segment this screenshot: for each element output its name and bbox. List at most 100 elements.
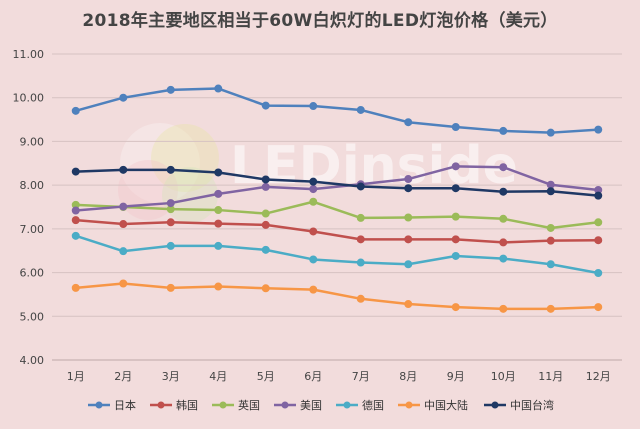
watermark: LEDinside	[118, 123, 518, 223]
legend-swatch-marker	[343, 401, 351, 409]
data-point	[546, 180, 555, 189]
data-point	[546, 187, 555, 196]
x-tick-label: 5月	[257, 370, 275, 383]
y-tick-label: 10.00	[13, 92, 45, 105]
legend-swatch-marker	[219, 401, 227, 409]
data-point	[71, 206, 80, 215]
data-point	[214, 219, 223, 228]
data-point	[261, 284, 270, 293]
data-point	[309, 185, 318, 194]
y-tick-label: 7.00	[20, 223, 45, 236]
data-point	[546, 128, 555, 137]
legend-label: 英国	[238, 398, 260, 412]
data-point	[404, 118, 413, 127]
legend-swatch-marker	[405, 401, 413, 409]
data-point	[499, 126, 508, 135]
data-point	[404, 213, 413, 222]
y-tick-label: 6.00	[20, 267, 45, 280]
data-point	[71, 216, 80, 225]
x-tick-label: 8月	[399, 370, 417, 383]
data-point	[594, 303, 603, 312]
x-tick-label: 1月	[67, 370, 85, 383]
y-tick-label: 11.00	[13, 48, 45, 61]
y-tick-label: 5.00	[20, 310, 45, 323]
series-lines	[71, 84, 603, 313]
data-point	[594, 218, 603, 227]
data-point	[166, 241, 175, 250]
data-point	[499, 163, 508, 172]
x-tick-label: 2月	[114, 370, 132, 383]
series-line	[75, 234, 599, 275]
data-point	[499, 238, 508, 247]
data-point	[261, 220, 270, 229]
data-point	[546, 236, 555, 245]
data-point	[356, 105, 365, 114]
x-tick-label: 10月	[491, 370, 516, 383]
series-line	[75, 200, 599, 230]
legend-label: 中国大陆	[424, 398, 468, 412]
legend-swatch-marker	[491, 401, 499, 409]
data-point	[166, 165, 175, 174]
data-point	[309, 197, 318, 206]
data-point	[261, 101, 270, 110]
data-point	[499, 254, 508, 263]
data-point	[546, 304, 555, 313]
data-point	[451, 303, 460, 312]
data-point	[261, 175, 270, 184]
data-point	[119, 202, 128, 211]
x-tick-label: 7月	[352, 370, 370, 383]
data-point	[261, 209, 270, 218]
x-tick-label: 6月	[304, 370, 322, 383]
data-point	[261, 182, 270, 191]
chart-title: 2018年主要地区相当于60W白炽灯的LED灯泡价格（美元）	[82, 11, 558, 31]
data-point	[119, 247, 128, 256]
data-point	[166, 218, 175, 227]
data-point	[404, 175, 413, 184]
legend-swatch-marker	[281, 401, 289, 409]
data-point	[71, 231, 80, 240]
x-tick-label: 4月	[209, 370, 227, 383]
series-line	[75, 218, 599, 244]
data-point	[71, 283, 80, 292]
y-tick-label: 4.00	[20, 354, 45, 367]
data-point	[309, 255, 318, 264]
data-point	[119, 165, 128, 174]
data-point	[166, 283, 175, 292]
data-point	[119, 220, 128, 229]
data-point	[356, 182, 365, 191]
data-point	[499, 304, 508, 313]
legend-label: 日本	[114, 398, 136, 412]
data-point	[166, 199, 175, 208]
data-point	[71, 106, 80, 115]
data-point	[309, 227, 318, 236]
data-point	[451, 235, 460, 244]
data-point	[214, 189, 223, 198]
data-point	[166, 85, 175, 94]
legend-label: 德国	[362, 398, 384, 412]
data-point	[214, 282, 223, 291]
data-point	[451, 251, 460, 260]
legend-swatch-marker	[157, 401, 165, 409]
data-point	[404, 235, 413, 244]
series-line	[75, 87, 599, 134]
data-point	[214, 206, 223, 215]
data-point	[309, 177, 318, 186]
data-point	[451, 184, 460, 193]
data-point	[546, 260, 555, 269]
series-line	[75, 165, 599, 212]
y-tick-label: 9.00	[20, 135, 45, 148]
data-point	[594, 191, 603, 200]
legend: 日本 韩国 英国 美国 德国 中国大陆 中国台湾	[88, 398, 554, 412]
data-point	[594, 125, 603, 134]
data-point	[404, 184, 413, 193]
data-point	[214, 84, 223, 93]
data-point	[214, 241, 223, 250]
data-point	[499, 187, 508, 196]
data-point	[594, 236, 603, 245]
y-tick-label: 8.00	[20, 179, 45, 192]
series-line	[75, 282, 599, 311]
axes: 4.00 5.00 6.00 7.00 8.00 9.00 10.00 11.00 1月 2月 3月…	[13, 48, 622, 383]
data-point	[356, 258, 365, 267]
